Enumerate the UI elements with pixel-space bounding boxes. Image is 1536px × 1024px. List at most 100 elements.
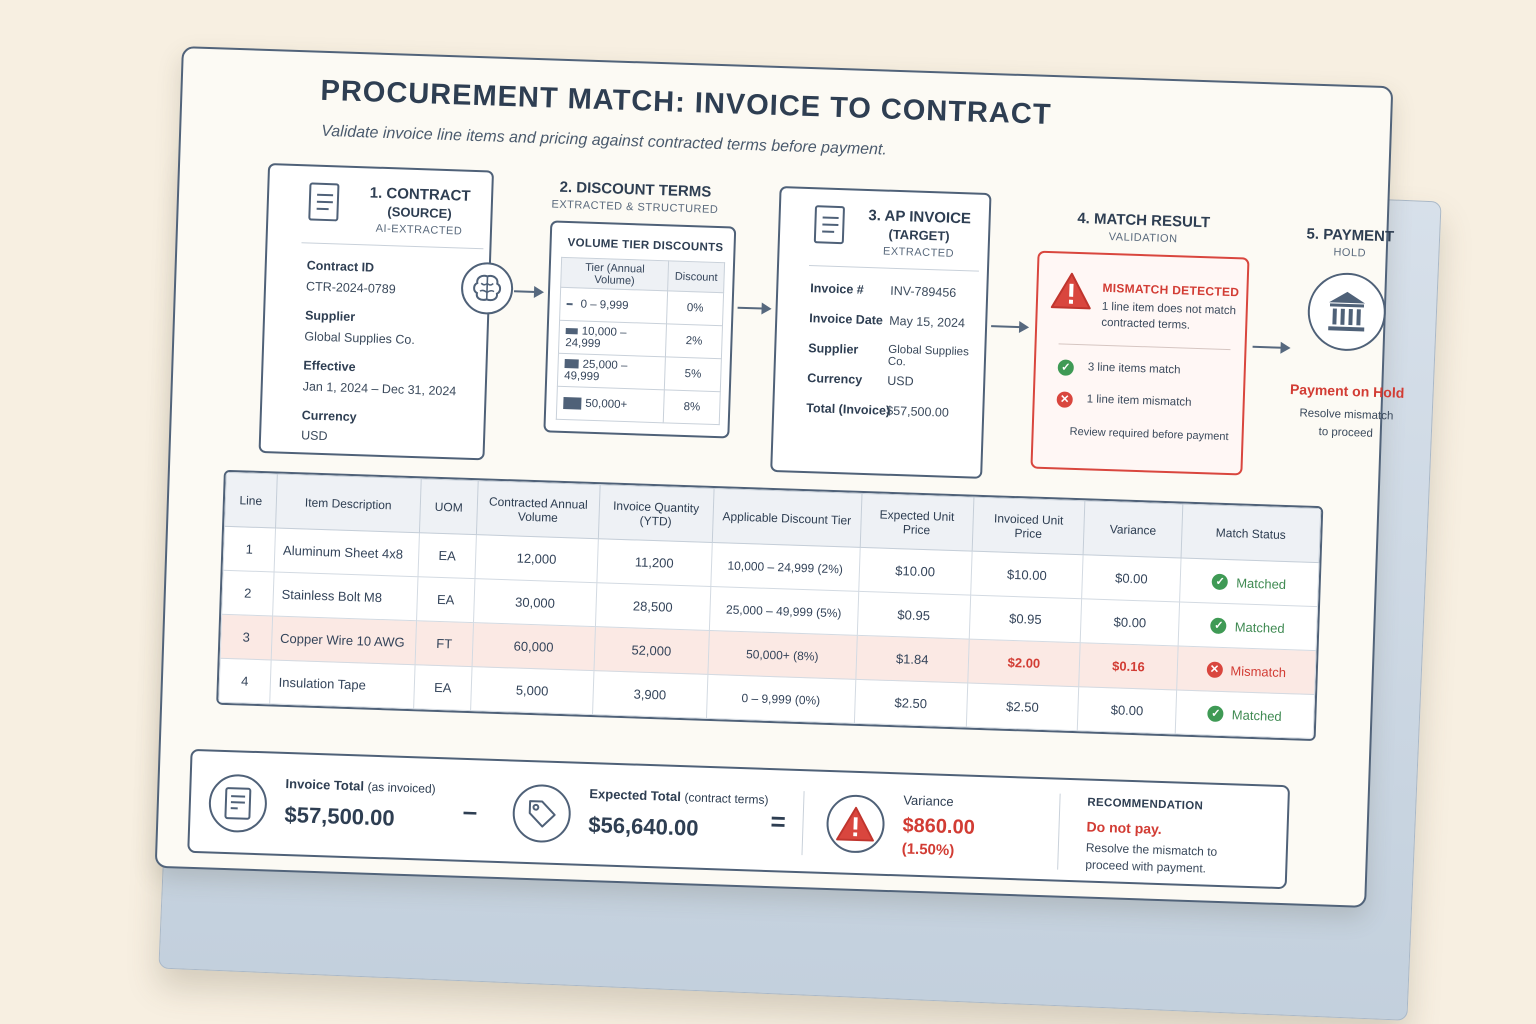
- equals-operator: =: [770, 806, 787, 837]
- row-variance: $0.00: [1081, 554, 1181, 603]
- row-uom: FT: [415, 620, 474, 667]
- invoice-total-label: Total (Invoice): [806, 401, 891, 418]
- line-item-table-wrap: Line Item Description UOM Contracted Ann…: [216, 469, 1324, 742]
- row-variance: $0.00: [1077, 686, 1177, 734]
- tier-row: 25,000 – 49,999 5%: [557, 353, 722, 392]
- invoice-number-label: Invoice #: [810, 281, 864, 297]
- row-tier: 25,000 – 49,999 (5%): [708, 586, 859, 636]
- row-qty: 3,900: [592, 670, 708, 719]
- variance-percent: (1.50%): [901, 840, 955, 860]
- col-variance: Variance: [1083, 500, 1183, 559]
- invoice-supplier-value: Global Supplies Co.: [887, 343, 969, 369]
- discount-card[interactable]: VOLUME TIER DISCOUNTS Tier (Annual Volum…: [543, 220, 737, 439]
- tier-bar-icon: [565, 327, 578, 335]
- row-item: Copper Wire 10 AWG: [270, 615, 417, 665]
- invoice-currency-value: USD: [887, 373, 914, 389]
- contract-id-label: Contract ID: [306, 258, 375, 275]
- tier-discount: 0%: [666, 290, 724, 326]
- tier-discount: 8%: [663, 389, 721, 425]
- check-icon: ✓: [1207, 705, 1225, 723]
- minus-operator: –: [462, 795, 478, 827]
- status-label: Mismatch: [1230, 662, 1287, 680]
- tier-header: Tier (Annual Volume): [560, 257, 669, 291]
- invoice-number-value: INV-789456: [890, 283, 957, 300]
- arrow-head-1: [533, 285, 545, 299]
- tier-row: 50,000+ 8%: [556, 386, 721, 425]
- invoice-extraction-label: EXTRACTED: [882, 245, 955, 260]
- contract-id-value: CTR-2024-0789: [305, 279, 396, 297]
- col-status: Match Status: [1180, 504, 1321, 563]
- effective-label: Effective: [303, 358, 356, 375]
- status-label: Matched: [1235, 574, 1287, 592]
- tier-bar-icon: [566, 302, 573, 306]
- invoice-date-value: May 15, 2024: [889, 313, 966, 331]
- arrow-head-4: [1280, 341, 1291, 355]
- tier-bar-icon: [564, 359, 579, 369]
- row-item: Aluminum Sheet 4x8: [273, 527, 420, 577]
- col-item: Item Description: [275, 474, 422, 533]
- match-result-card[interactable]: MISMATCH DETECTED 1 line item does not m…: [1030, 250, 1250, 476]
- tier-range: 0 – 9,999: [580, 298, 629, 313]
- line-item-table: Line Item Description UOM Contracted Ann…: [218, 471, 1322, 740]
- col-line: Line: [224, 472, 278, 528]
- row-item: Insulation Tape: [269, 659, 416, 709]
- invoice-card[interactable]: 3. AP INVOICE (TARGET) EXTRACTED Invoice…: [770, 186, 992, 479]
- row-expected: $1.84: [855, 635, 969, 684]
- contract-card[interactable]: 1. CONTRACT (SOURCE) AI-EXTRACTED Contra…: [258, 163, 495, 461]
- match-ok-text: 3 line items match: [1087, 361, 1181, 377]
- row-expected: $2.50: [854, 679, 968, 727]
- row-invoiced: $2.00: [967, 639, 1081, 687]
- supplier-value: Global Supplies Co.: [304, 329, 416, 348]
- page-title: PROCUREMENT MATCH: INVOICE TO CONTRACT: [320, 74, 1052, 131]
- expected-total-value: $56,640.00: [587, 812, 699, 841]
- col-invoiced: Invoiced Unit Price: [971, 497, 1086, 555]
- totals-summary: Invoice Total (as invoiced) $57,500.00 –…: [187, 748, 1291, 890]
- contract-title-sub: (SOURCE): [387, 204, 452, 222]
- contract-divider: [301, 242, 484, 250]
- col-expected: Expected Unit Price: [860, 493, 974, 552]
- x-icon: ✕: [1206, 661, 1223, 678]
- recommendation-text: Resolve the mismatch to: [1085, 840, 1218, 859]
- status-label: Matched: [1234, 618, 1285, 636]
- tier-row: 0 – 9,999 0%: [559, 287, 724, 326]
- row-tier: 50,000+ (8%): [707, 630, 858, 680]
- row-line: 4: [218, 658, 271, 704]
- tier-table-title: VOLUME TIER DISCOUNTS: [567, 237, 724, 255]
- row-uom: EA: [413, 664, 472, 711]
- invoice-title-sub: (TARGET): [888, 226, 950, 244]
- summary-divider: [801, 791, 805, 856]
- discount-sub: EXTRACTED & STRUCTURED: [551, 198, 719, 217]
- match-status: ✕ Mismatch: [1206, 661, 1286, 680]
- arrow-connector-4: [1252, 345, 1283, 349]
- brain-icon: [460, 261, 514, 316]
- check-icon: ✓: [1057, 359, 1075, 376]
- invoice-total-value: $57,500.00: [886, 403, 950, 420]
- procurement-match-sheet: PROCUREMENT MATCH: INVOICE TO CONTRACT V…: [154, 46, 1405, 908]
- col-qty: Invoice Quantity (YTD): [598, 484, 714, 543]
- invoice-total-summary-value: $57,500.00: [284, 801, 396, 831]
- row-qty: 28,500: [595, 582, 711, 631]
- tier-row: 10,000 – 24,999 2%: [558, 320, 723, 359]
- invoice-document-icon: [813, 205, 846, 245]
- variance-warning-icon: [825, 793, 886, 854]
- page-subtitle: Validate invoice line items and pricing …: [320, 122, 888, 159]
- row-invoiced: $0.95: [968, 595, 1082, 643]
- row-item: Stainless Bolt M8: [272, 571, 419, 621]
- recommendation-main: Do not pay.: [1086, 818, 1162, 838]
- row-qty: 11,200: [596, 538, 712, 587]
- currency-value: USD: [300, 428, 328, 444]
- expected-total-note: (contract terms): [684, 790, 769, 807]
- tier-table: Tier (Annual Volume) Discount 0 – 9,999 …: [556, 257, 725, 425]
- price-tag-icon: [511, 783, 572, 844]
- bank-icon: [1306, 271, 1388, 353]
- invoice-title: 3. AP INVOICE: [868, 206, 972, 228]
- variance-value: $860.00: [902, 814, 976, 839]
- match-divider: [1058, 343, 1231, 351]
- arrow-head-3: [1018, 321, 1030, 334]
- mismatch-alert-text: 1 line item does not match: [1101, 300, 1237, 318]
- tier-bar-icon: [563, 396, 582, 410]
- row-uom: EA: [416, 576, 475, 623]
- row-contracted: 60,000: [471, 622, 596, 671]
- arrow-connector-3: [991, 325, 1022, 329]
- row-line: 1: [223, 526, 276, 572]
